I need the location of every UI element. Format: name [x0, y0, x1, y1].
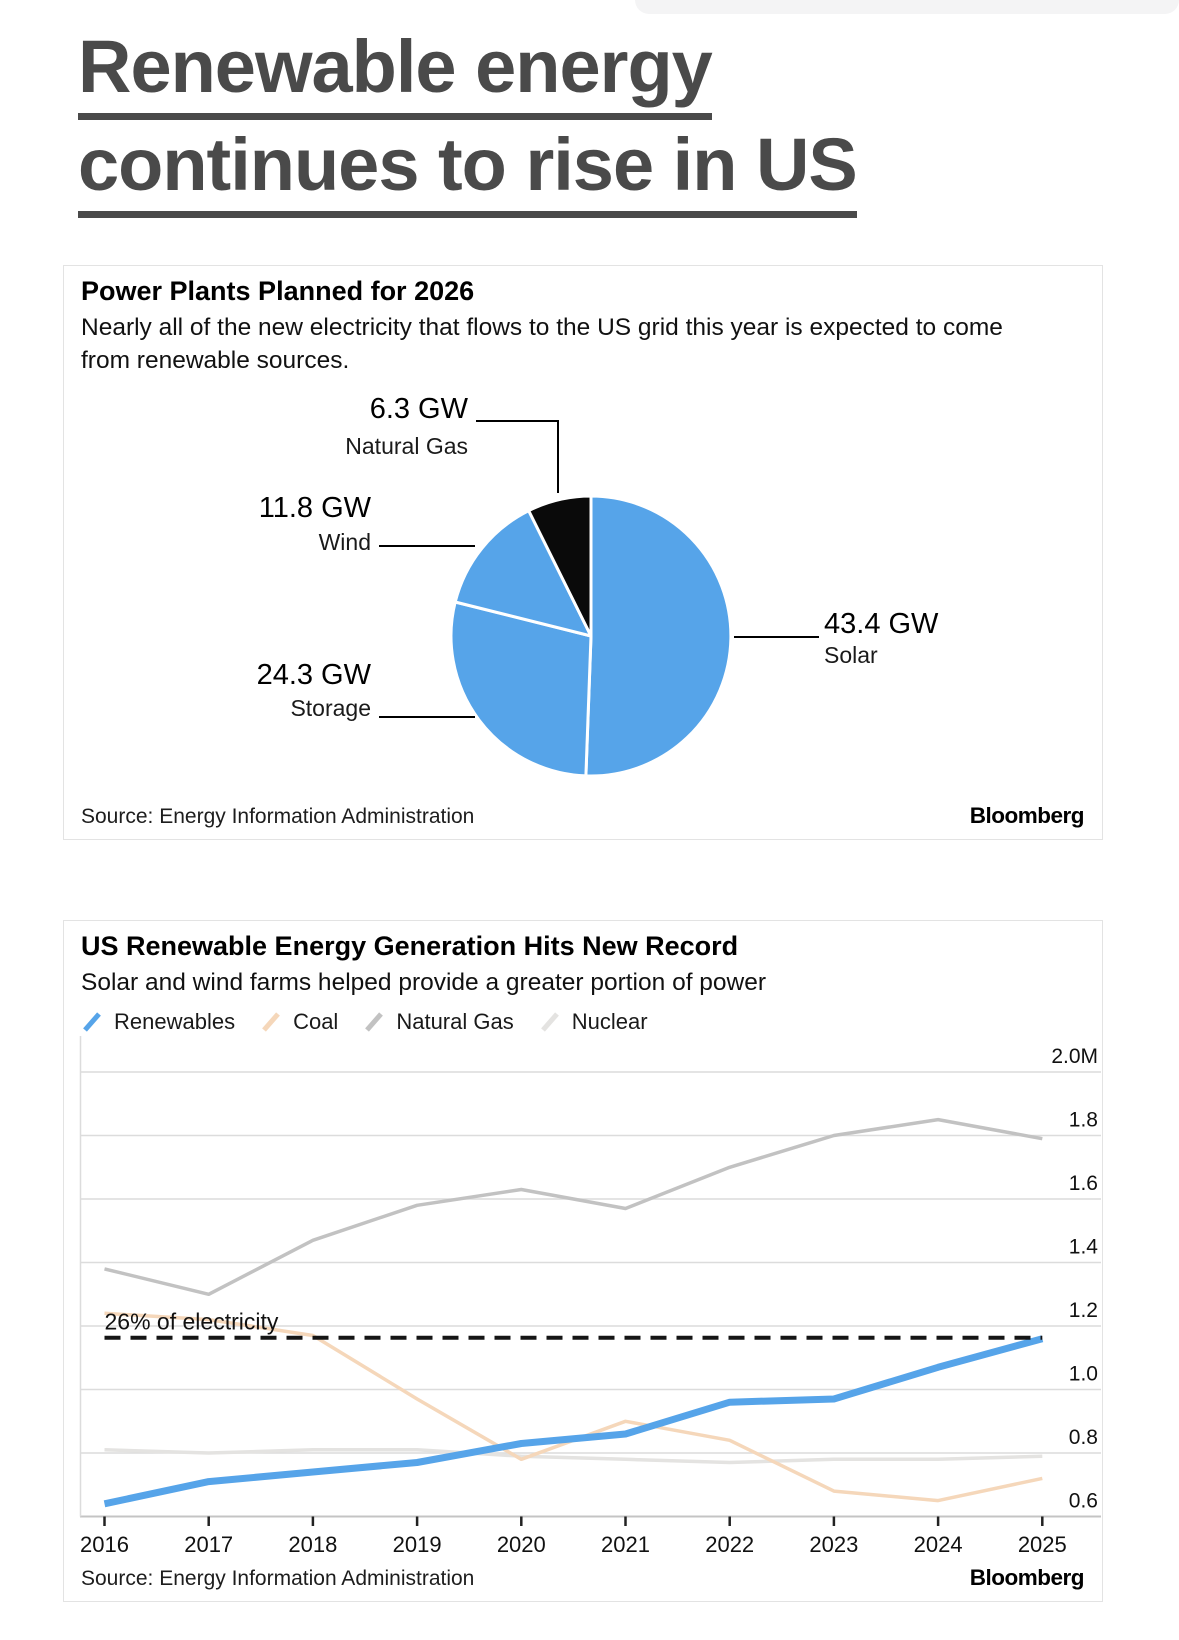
- pie-label-name-storage: Storage: [290, 695, 371, 721]
- legend-item-renewables: Renewables: [80, 1009, 235, 1035]
- bloomberg-logo: Bloomberg: [969, 803, 1085, 828]
- legend-item-natural-gas: Natural Gas: [362, 1009, 514, 1035]
- x-tick-label-2022: 2022: [705, 1532, 754, 1557]
- legend-label-coal: Coal: [293, 1009, 339, 1034]
- headline-line-2[interactable]: continues to rise in US: [78, 122, 858, 218]
- article-headline-link[interactable]: Renewable energy continues to rise in US: [78, 24, 858, 220]
- y-tick-label-0.6: 0.6: [1069, 1490, 1098, 1513]
- top-strip-decoration: [635, 0, 1179, 14]
- legend-slash-swatch-icon: [365, 1012, 384, 1032]
- series-line-nuclear: [104, 1448, 1043, 1465]
- pie-label-value-storage: 24.3 GW: [257, 659, 372, 691]
- pie-label-name-wind: Wind: [319, 529, 371, 555]
- legend-slash-swatch-icon: [83, 1012, 101, 1032]
- y-tick-label-1.6: 1.6: [1069, 1172, 1098, 1195]
- pie-label-value-wind: 11.8 GW: [259, 492, 372, 524]
- x-tick-label-2020: 2020: [497, 1532, 546, 1557]
- headline-line-1[interactable]: Renewable energy: [78, 24, 857, 120]
- pie-label-name-solar: Solar: [824, 642, 878, 668]
- y-tick-label-0.8: 0.8: [1069, 1426, 1098, 1449]
- x-tick-label-2025: 2025: [1018, 1532, 1067, 1557]
- y-tick-label-1.0: 1.0: [1069, 1363, 1098, 1386]
- pie-slice-wind: [453, 509, 593, 638]
- x-tick-label-2021: 2021: [601, 1532, 650, 1557]
- pie-label-value-natural-gas: 6.3 GW: [370, 393, 469, 425]
- line-card-source: Source: Energy Information Administratio…: [81, 1567, 475, 1590]
- x-tick-label-2019: 2019: [393, 1532, 442, 1557]
- annotation-label: 26% of electricity: [105, 1309, 279, 1335]
- y-tick-label-1.2: 1.2: [1069, 1299, 1098, 1322]
- pie-slice-solar: [584, 494, 733, 778]
- series-line-coal: [104, 1311, 1043, 1503]
- pie-card-title: Power Plants Planned for 2026: [81, 276, 475, 306]
- y-tick-label-2.0M: 2.0M: [1051, 1045, 1098, 1068]
- line-card-title: US Renewable Energy Generation Hits New …: [81, 931, 739, 961]
- pie-callout-line-natural-gas: [476, 420, 559, 493]
- legend-label-nuclear: Nuclear: [571, 1009, 648, 1034]
- legend-item-coal: Coal: [259, 1009, 338, 1035]
- pie-label-name-natural-gas: Natural Gas: [345, 433, 468, 459]
- legend-label-renewables: Renewables: [114, 1009, 236, 1034]
- pie-slice-storage: [449, 600, 593, 778]
- pie-label-value-solar: 43.4 GW: [824, 608, 939, 640]
- pie-card-source: Source: Energy Information Administratio…: [81, 805, 475, 828]
- x-tick-label-2017: 2017: [184, 1532, 233, 1557]
- legend-slash-swatch-icon: [540, 1012, 559, 1032]
- pie-slice-natural-gas: [527, 494, 593, 638]
- legend-label-natural-gas: Natural Gas: [396, 1009, 514, 1034]
- line-card-footer: Source: Energy Information Administratio…: [81, 1565, 1085, 1591]
- pie-card-subtitle: Nearly all of the new electricity that f…: [81, 314, 1003, 374]
- pie-chart-card: Power Plants Planned for 2026 Nearly all…: [63, 265, 1103, 840]
- pie-card-footer: Source: Energy Information Administratio…: [81, 803, 1085, 829]
- x-tick-label-2024: 2024: [914, 1532, 963, 1557]
- series-line-renewables: [103, 1335, 1044, 1508]
- y-tick-label-1.4: 1.4: [1069, 1236, 1099, 1259]
- legend-slash-swatch-icon: [262, 1012, 280, 1032]
- series-line-natural-gas: [104, 1117, 1043, 1297]
- line-chart: 2.0M 1.8 1.6 1.4 1.2 1.0 0.8 0.6 2016 2017 2018 201…: [79, 1036, 1101, 1557]
- x-tick-label-2016: 2016: [80, 1532, 129, 1557]
- line-card-subtitle: Solar and wind farms helped provide a gr…: [81, 969, 767, 996]
- bloomberg-logo: Bloomberg: [969, 1565, 1085, 1590]
- y-tick-label-1.8: 1.8: [1069, 1109, 1098, 1132]
- line-chart-card: US Renewable Energy Generation Hits New …: [63, 920, 1103, 1602]
- chart-legend: Renewables Coal Natural Gas Nuclear: [80, 1009, 648, 1035]
- x-tick-label-2023: 2023: [809, 1532, 858, 1557]
- legend-item-nuclear: Nuclear: [538, 1009, 648, 1035]
- x-tick-label-2018: 2018: [288, 1532, 337, 1557]
